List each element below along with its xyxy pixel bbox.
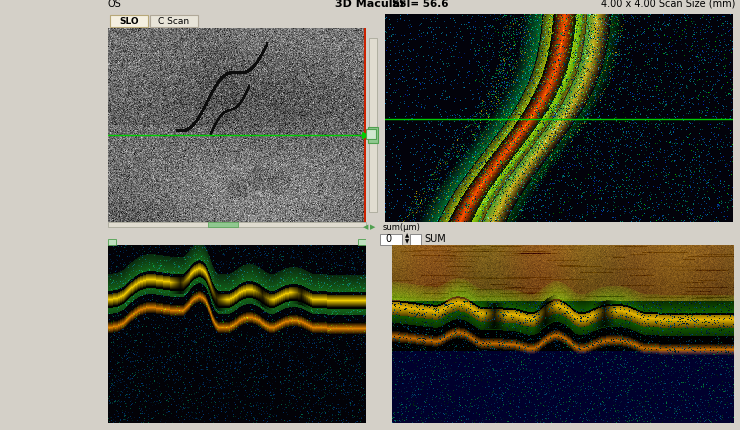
Text: 0: 0 bbox=[385, 234, 391, 244]
Text: SUM: SUM bbox=[424, 234, 445, 244]
Text: sum(μm): sum(μm) bbox=[383, 223, 421, 232]
Bar bbox=[208, 222, 238, 227]
Text: 3D Macular: 3D Macular bbox=[334, 0, 406, 9]
Bar bbox=[368, 127, 378, 143]
Bar bbox=[108, 222, 366, 227]
Bar bbox=[150, 15, 198, 27]
Text: ▲: ▲ bbox=[405, 233, 409, 239]
Bar bbox=[110, 15, 148, 27]
Text: C Scan: C Scan bbox=[158, 16, 189, 25]
Text: SSI= 56.6: SSI= 56.6 bbox=[392, 0, 448, 9]
Bar bbox=[380, 234, 402, 245]
Text: 4.00 x 4.00 Scan Size (mm): 4.00 x 4.00 Scan Size (mm) bbox=[601, 0, 735, 9]
Bar bbox=[410, 234, 421, 245]
Text: OS: OS bbox=[108, 0, 122, 9]
Bar bbox=[108, 239, 116, 245]
Text: ▶: ▶ bbox=[370, 224, 376, 230]
Text: SLO: SLO bbox=[119, 16, 139, 25]
Text: ▼: ▼ bbox=[405, 240, 409, 245]
Bar bbox=[366, 129, 376, 139]
Bar bbox=[358, 239, 366, 245]
Text: ◀: ◀ bbox=[363, 224, 369, 230]
Bar bbox=[369, 38, 377, 212]
